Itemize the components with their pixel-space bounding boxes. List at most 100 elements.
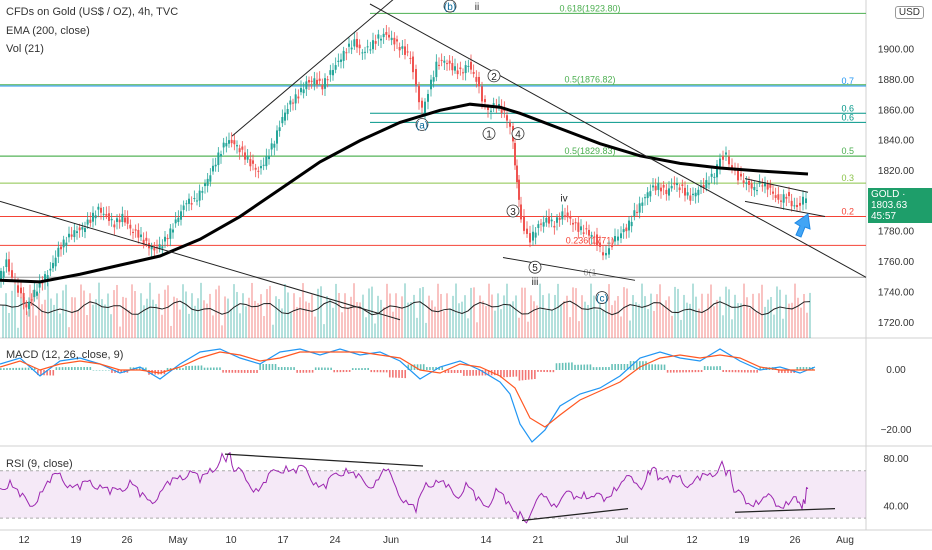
volume-bar: [794, 283, 796, 338]
volume-bar: [599, 293, 601, 338]
volume-bar: [635, 302, 637, 338]
trend-line: [231, 0, 394, 137]
macd-panel: 0.00 −20.00: [0, 348, 932, 447]
macd-histogram-bar: [648, 364, 650, 370]
candle-body: [641, 202, 644, 206]
volume-bar: [476, 322, 478, 338]
candle-body: [614, 236, 616, 242]
candle-body: [415, 69, 417, 86]
macd-histogram-bar: [623, 364, 626, 370]
candle-body: [716, 164, 718, 178]
macd-histogram-bar: [206, 367, 209, 370]
wave-label-circle: [482, 127, 496, 141]
candle-body: [780, 200, 782, 202]
candle-body: [289, 100, 292, 105]
macd-histogram-bar: [463, 370, 465, 376]
volume-bar: [380, 299, 382, 338]
candle-body: [569, 216, 572, 219]
candle-body: [790, 200, 793, 207]
volume-bar: [587, 304, 589, 338]
macd-histogram-bar: [552, 370, 555, 373]
volume-bar: [371, 286, 373, 338]
volume-bar: [644, 296, 646, 338]
candle-body: [788, 192, 790, 197]
volume-bar: [8, 312, 10, 338]
macd-histogram-bar: [55, 367, 58, 370]
candle-body: [126, 217, 129, 224]
candle-body: [605, 252, 607, 256]
candle-body: [364, 51, 366, 53]
volume-bar: [458, 303, 460, 338]
rsi-panel: 80.00 40.00: [0, 451, 909, 524]
candle-body: [11, 270, 13, 278]
volume-bar: [416, 317, 418, 338]
trend-line: [502, 257, 636, 281]
candle-body: [459, 67, 462, 70]
macd-histogram-bar: [534, 370, 536, 380]
candle-body: [244, 152, 246, 160]
currency-badge[interactable]: USD: [894, 6, 924, 19]
volume-bar: [419, 288, 421, 338]
volume-bar: [47, 282, 49, 338]
volume-bar: [155, 304, 157, 338]
macd-histogram-bar: [799, 367, 802, 370]
macd-histogram-bar: [697, 370, 700, 373]
volume-bar: [563, 300, 565, 338]
candle-body: [241, 146, 244, 150]
candle-body: [262, 164, 265, 166]
candle-body: [644, 197, 646, 199]
volume-bar: [302, 283, 304, 338]
candle-body: [17, 285, 19, 293]
macd-histogram-bar: [219, 367, 221, 370]
macd-histogram-bar: [688, 370, 691, 373]
candle-body: [129, 224, 132, 229]
volume-bar: [383, 307, 385, 338]
volume-bar: [389, 293, 391, 338]
macd-histogram-bar: [175, 368, 178, 370]
candle-body: [548, 216, 550, 224]
macd-histogram-bar: [92, 370, 95, 371]
volume-bar: [323, 324, 325, 338]
volume-bar: [44, 299, 46, 338]
candle-body: [220, 154, 222, 157]
candle-body: [697, 189, 700, 196]
macd-histogram-bar: [524, 370, 527, 380]
candle-body: [596, 234, 598, 246]
volume-bar: [191, 293, 193, 338]
candle-body: [273, 143, 276, 148]
candle-body: [421, 100, 423, 108]
candle-body: [49, 268, 52, 271]
candle-body: [772, 191, 774, 194]
candle-body: [620, 233, 622, 239]
macd-histogram-bar: [787, 370, 789, 373]
candle-body: [689, 195, 692, 201]
volume-bar: [293, 293, 295, 338]
volume-bar: [551, 309, 553, 338]
volume-bar: [545, 310, 547, 338]
volume-bar: [119, 326, 121, 338]
macd-histogram-bar: [225, 370, 227, 373]
macd-histogram-bar: [781, 370, 783, 373]
volume-bar: [110, 314, 112, 338]
price-tag-countdown: 45:57: [871, 210, 897, 222]
macd-histogram-bar: [302, 370, 305, 373]
macd-histogram-bar: [663, 364, 666, 370]
wave-label-circle: [443, 0, 457, 13]
candle-body: [164, 236, 166, 242]
macd-histogram-bar: [111, 370, 113, 373]
candle-body: [388, 34, 390, 38]
candle-body: [233, 140, 236, 145]
macd-histogram-bar: [392, 370, 394, 378]
macd-histogram-bar: [432, 367, 434, 370]
macd-histogram-bar: [27, 367, 30, 370]
candle-body: [329, 70, 332, 75]
candle-body: [532, 231, 534, 241]
candle-body: [654, 185, 657, 191]
candle-body: [348, 43, 350, 47]
wave-label: 5: [532, 263, 538, 274]
volume-bar: [218, 285, 220, 338]
candle-body: [722, 156, 724, 160]
macd-histogram-bar: [246, 370, 249, 373]
macd-histogram-bar: [435, 367, 437, 370]
